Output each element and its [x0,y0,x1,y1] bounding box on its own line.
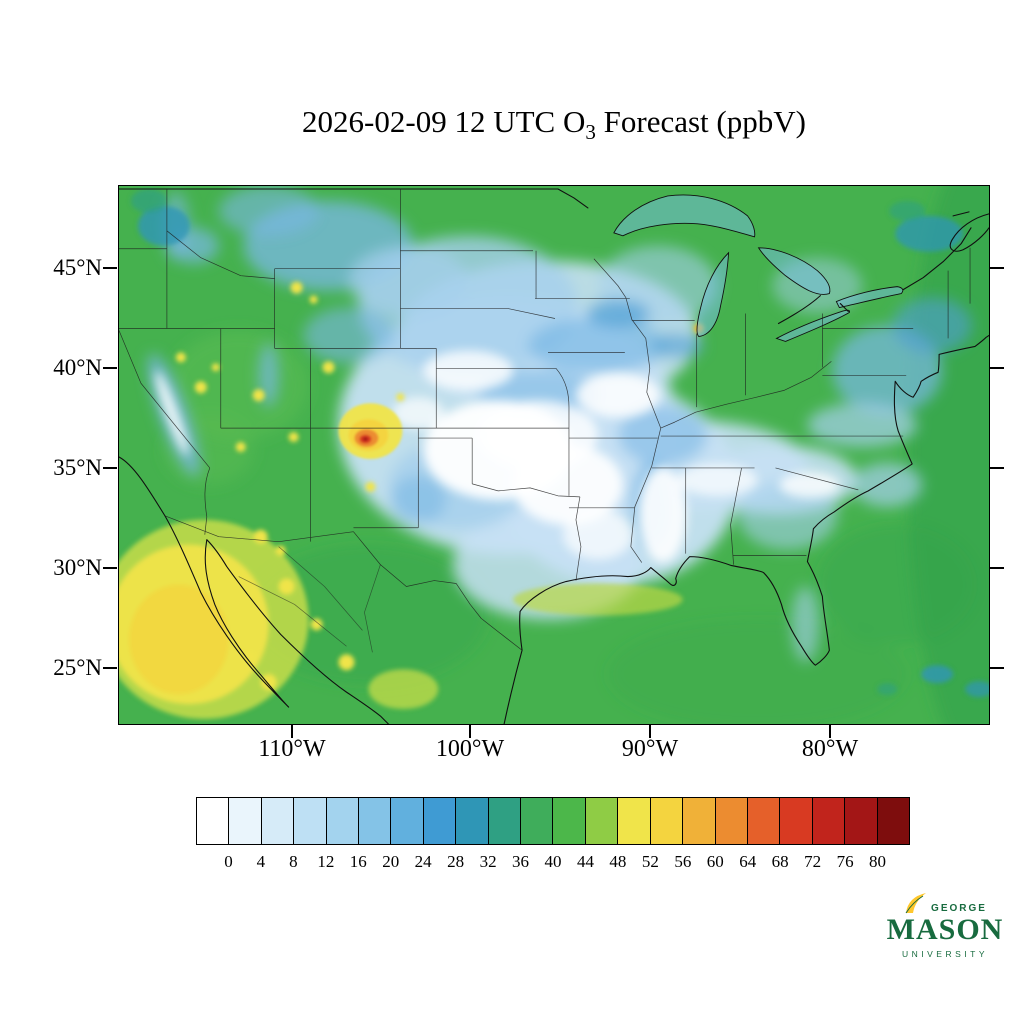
lat-label-40n: 40°N [53,355,102,380]
colorbar-label: 72 [804,852,822,871]
gmu-logo-top: GEORGE [876,892,1014,914]
colorbar-label: 0 [224,852,233,871]
forecast-map [118,185,990,725]
title-suffix: Forecast (ppbV) [595,104,806,139]
colorbar-cell [683,798,716,844]
colorbar-label: 48 [609,852,627,871]
colorbar-cell [747,798,781,844]
gmu-leaf-icon [905,893,927,914]
lat-label-45n: 45°N [53,255,102,280]
colorbar-cell [585,798,619,844]
colorbar-label: 28 [447,852,465,871]
colorbar-label: 60 [706,852,724,871]
lat-label-25n: 25°N [53,655,102,680]
gmu-logo-mason: MASON [886,913,1004,946]
lake-huron [757,247,831,295]
lat-tick [103,667,117,669]
colorbar-cell [812,798,846,844]
colorbar-cell [877,798,909,844]
colorbar-cell [715,798,748,844]
colorbar-cell [197,798,230,844]
plot-title: 2026-02-09 12 UTC O3 Forecast (ppbV) [118,104,990,145]
colorbar-cell [845,798,878,844]
lon-label-110w: 110°W [258,736,326,762]
title-subscript: 3 [585,120,596,145]
colorbar-cell [618,798,651,844]
colorbar-label: 16 [349,852,367,871]
lake-ontario [835,286,904,309]
colorbar-cell [488,798,522,844]
lat-tick [103,367,117,369]
lat-tick-right [990,567,1004,569]
lat-tick-right [990,267,1004,269]
great-lakes [613,194,904,342]
coastlines [119,188,989,724]
colorbar-cell [423,798,457,844]
lat-label-30n: 30°N [53,555,102,580]
forecast-map-svg [119,186,989,724]
colorbar-label: 24 [414,852,432,871]
colorbar-label: 68 [771,852,789,871]
lon-label-80w: 80°W [801,736,859,762]
colorbar-label: 52 [641,852,659,871]
colorbar-label: 4 [256,852,266,871]
state-borders [119,188,971,653]
lat-label-35n: 35°N [53,455,102,480]
colorbar-cell [650,798,684,844]
gmu-logo-george: GEORGE [931,903,987,914]
colorbar-cell [456,798,489,844]
colorbar-label: 80 [869,852,887,871]
colorbar [196,797,910,845]
gmu-logo: GEORGE MASON UNIVERSITY [876,892,1014,959]
colorbar-cell [326,798,360,844]
colorbar-label: 76 [836,852,854,871]
lat-tick-right [990,367,1004,369]
colorbar-labels: 0 4 8 12 16 20 24 28 32 36 40 44 48 52 56 60 64 68 72 76 80 [196,852,910,876]
gmu-leaf-path [906,893,927,913]
colorbar-cell [261,798,295,844]
lon-tick [469,725,471,738]
colorbar-label: 20 [382,852,400,871]
ozone-white-minima [155,350,840,563]
colorbar-label: 36 [512,852,530,871]
colorbar-cell [391,798,424,844]
colorbar-label: 12 [317,852,335,871]
ozone-teal-patches [130,188,989,698]
lat-tick [103,567,117,569]
lat-tick [103,467,117,469]
lon-label-100w: 100°W [435,736,505,762]
colorbar-label: 40 [544,852,562,871]
lon-label-90w: 90°W [621,736,679,762]
colorbar-label: 32 [479,852,497,871]
gmu-logo-university: UNIVERSITY [901,948,988,959]
lat-tick [103,267,117,269]
colorbar-cell [229,798,262,844]
colorbar-cell [553,798,586,844]
colorbar-cell [780,798,813,844]
lon-tick [291,725,293,738]
lake-erie [775,309,850,342]
colorbar-label: 44 [576,852,594,871]
colorbar-label: 56 [674,852,692,871]
ozone-yellow-areas [119,281,704,719]
lake-michigan [696,251,730,337]
lon-tick [829,725,831,738]
lat-tick-right [990,467,1004,469]
colorbar-cell [294,798,327,844]
lake-superior [613,194,756,238]
colorbar-cell [359,798,392,844]
title-text: 2026-02-09 12 UTC O [302,104,586,139]
colorbar-label: 8 [289,852,298,871]
colorado-ozone-hotspot [338,403,403,459]
lon-tick [649,725,651,738]
colorbar-cell [521,798,554,844]
lat-tick-right [990,667,1004,669]
colorbar-label: 64 [739,852,757,871]
